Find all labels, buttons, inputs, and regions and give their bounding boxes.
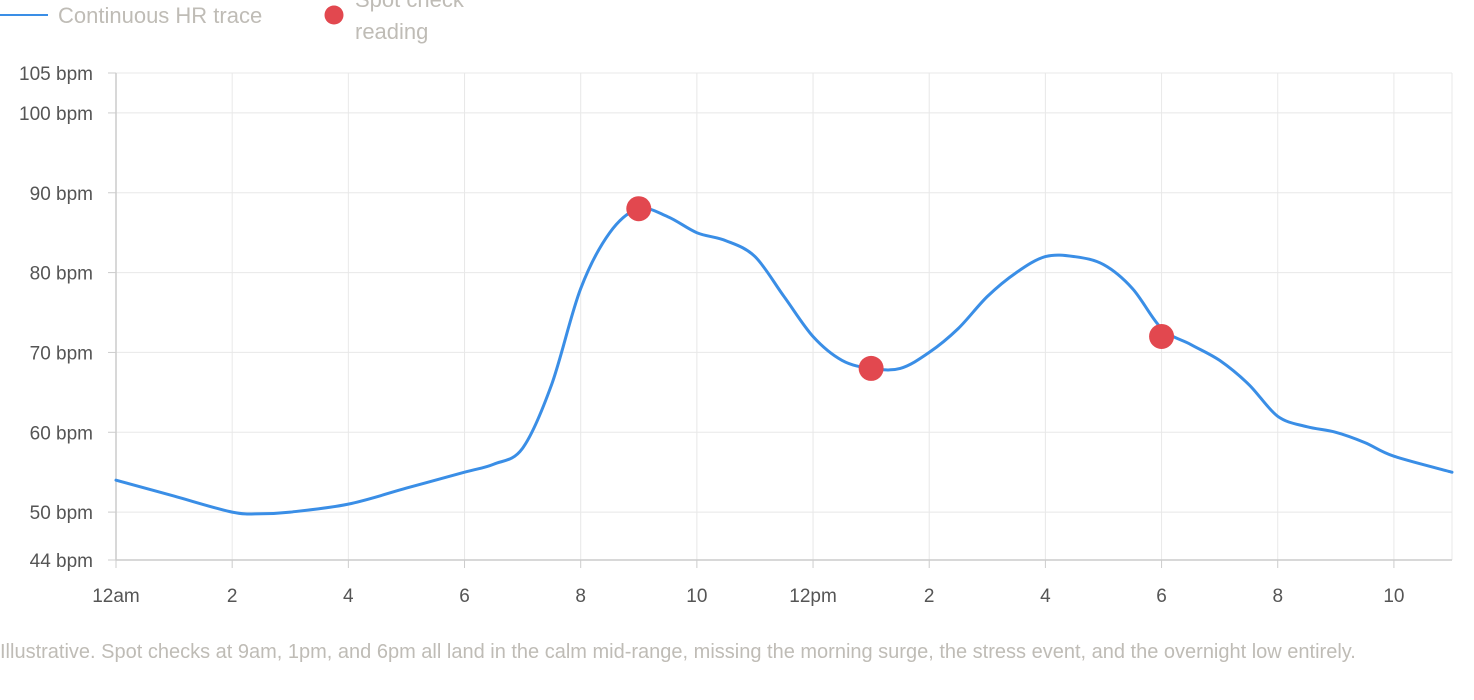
- y-tick-label: 50 bpm: [30, 503, 93, 524]
- x-tick-label: 6: [1156, 586, 1167, 607]
- legend-label-spot-check-line-1: Spot check: [355, 0, 465, 12]
- legend-dot-swatch: [324, 5, 344, 25]
- x-tick-label: 12pm: [789, 586, 837, 607]
- x-tick-label: 8: [1272, 586, 1283, 607]
- grid: [116, 72, 1453, 560]
- x-tick-label: 8: [575, 586, 586, 607]
- y-tick-label: 44 bpm: [30, 551, 93, 572]
- series: [114, 196, 1454, 516]
- spot-check-point: [626, 196, 652, 222]
- x-tick-label: 2: [924, 586, 935, 607]
- x-tick-labels: 12am 2 4 6 8 10 12pm 2 4 6 8 10: [92, 586, 1404, 607]
- x-tick-label: 12am: [92, 586, 140, 607]
- heart-rate-chart: Continuous HR trace Spot check reading 1…: [0, 0, 1454, 607]
- legend-label-spot-check-line-2: reading: [355, 19, 428, 44]
- x-tick-label: 2: [227, 586, 238, 607]
- y-tick-label: 60 bpm: [30, 423, 93, 444]
- spot-check-point: [858, 355, 884, 381]
- y-tick-label: 70 bpm: [30, 343, 93, 364]
- x-tick-label: 4: [343, 586, 354, 607]
- axes: [108, 72, 1452, 568]
- chart-caption: Illustrative. Spot checks at 9am, 1pm, a…: [0, 641, 1356, 663]
- spot-check-point: [1149, 323, 1175, 349]
- y-tick-labels: 44 bpm 50 bpm 60 bpm 70 bpm 80 bpm 90 bpm 100 …: [19, 64, 93, 572]
- y-tick-label: 90 bpm: [30, 184, 93, 205]
- x-tick-label: 10: [1383, 586, 1404, 607]
- y-tick-label: 100 bpm: [19, 104, 93, 125]
- y-tick-label: 105 bpm: [19, 64, 93, 85]
- legend: Continuous HR trace Spot check reading: [0, 0, 465, 44]
- y-tick-label: 80 bpm: [30, 264, 93, 285]
- x-tick-label: 6: [459, 586, 470, 607]
- hr-trace-line: [114, 206, 1454, 516]
- x-tick-label: 10: [686, 586, 707, 607]
- legend-label-hr-trace: Continuous HR trace: [58, 3, 262, 28]
- x-tick-label: 4: [1040, 586, 1051, 607]
